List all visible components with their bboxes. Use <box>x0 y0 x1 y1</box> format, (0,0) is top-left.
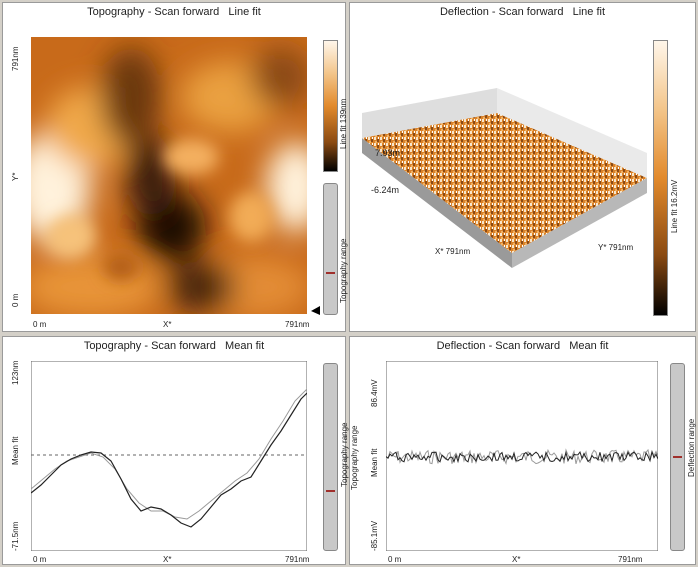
deflection-3d-view[interactable] <box>362 83 662 323</box>
y-axis-top-label: 86.4mV <box>370 379 379 407</box>
topography-range-slider[interactable] <box>323 363 338 551</box>
slider-label: Topography range <box>339 238 348 304</box>
x-axis-mid-label: X* <box>512 555 521 564</box>
panel-title: Deflection - Scan forward Mean fit <box>436 340 609 352</box>
pointer-arrow-icon <box>311 306 320 315</box>
x-axis-left-label: 0 m <box>388 555 402 564</box>
topography-range-slider[interactable] <box>323 183 338 315</box>
x-axis-mid-label: X* <box>163 555 172 564</box>
x-axis-right-label: 791nm <box>285 555 310 564</box>
topography-range-side-label: Topography range <box>350 425 359 491</box>
deflection-trace-secondary <box>386 448 658 465</box>
deflection-line-panel: Deflection - Scan forward Mean fit 86.4m… <box>349 336 696 565</box>
panel-title: Topography - Scan forward Mean fit <box>83 340 265 352</box>
topography-image-panel: Topography - Scan forward Line fit 791nm… <box>2 2 348 332</box>
deflection-line-plot[interactable] <box>386 361 658 551</box>
color-scale-bar <box>323 40 338 172</box>
y-axis-top-label: 791nm <box>11 46 20 71</box>
x-axis-right-label: 791nm <box>618 555 643 564</box>
y-axis-bottom-label: -85.1mV <box>370 520 379 551</box>
x-axis-mid-label: X* <box>163 320 172 329</box>
color-scale-label: Line fit 16.2mV <box>670 179 679 233</box>
slider-label: Topography range <box>340 422 349 488</box>
y-axis-mid-label: Mean fit <box>370 448 379 477</box>
slider-marker <box>326 490 335 492</box>
slider-label: Deflection range <box>687 418 696 477</box>
slider-marker <box>673 456 682 458</box>
y-axis-mid-label: Y* <box>11 172 20 181</box>
topography-trace <box>31 392 307 528</box>
panel-title: Topography - Scan forward Line fit <box>87 6 261 18</box>
x-axis-left-label: 0 m <box>33 555 47 564</box>
deflection-trace <box>386 450 658 464</box>
color-scale-label: Line fit 139nm <box>339 98 348 149</box>
topography-line-panel: Topography - Scan forward Mean fit 123nm… <box>2 336 349 565</box>
topography-line-plot[interactable] <box>31 361 307 551</box>
y-axis-label: Y* 791nm <box>598 243 634 252</box>
y-axis-mid-label: Mean fit <box>11 436 20 465</box>
topography-image[interactable] <box>31 37 307 314</box>
color-scale-bar <box>653 40 668 316</box>
x-axis-right-label: 791nm <box>285 320 310 329</box>
z-axis-top-label: 7.93m <box>375 148 401 158</box>
slider-marker <box>326 272 335 274</box>
y-axis-top-label: 123nm <box>11 360 20 385</box>
z-axis-bottom-label: -6.24m <box>371 185 400 195</box>
x-axis-left-label: 0 m <box>33 320 47 329</box>
deflection-3d-panel: Deflection - Scan forward Line fit 7.93m… <box>349 2 696 332</box>
panel-title: Deflection - Scan forward Line fit <box>439 6 606 18</box>
deflection-range-slider[interactable] <box>670 363 685 551</box>
y-axis-bottom-label: -71.5nm <box>11 521 20 551</box>
y-axis-bottom-label: 0 m <box>11 293 20 307</box>
x-axis-label: X* 791nm <box>435 247 471 256</box>
